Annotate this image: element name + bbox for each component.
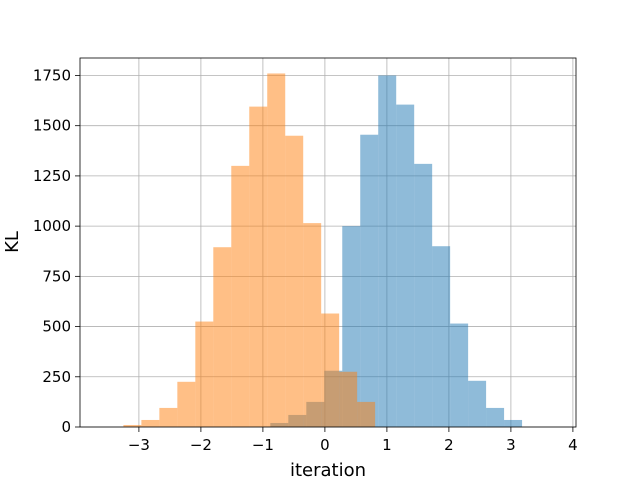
histogram-bar [468, 380, 487, 427]
histogram-bar [123, 424, 142, 427]
x-tick-label: −3 [128, 436, 150, 454]
x-tick-label: 0 [320, 436, 330, 454]
histogram-bar [177, 381, 196, 427]
x-tick-label: 1 [382, 436, 392, 454]
histogram-bar [414, 163, 433, 427]
histogram-bar [303, 223, 322, 427]
histogram-bar [141, 419, 160, 427]
y-tick-label: 1750 [33, 66, 71, 84]
histogram-bar [159, 407, 178, 427]
histogram-bar [213, 247, 232, 427]
x-tick-label: 2 [444, 436, 454, 454]
series-2 [123, 73, 376, 428]
histogram-bar [360, 134, 379, 427]
histogram-bar [450, 323, 469, 427]
histogram-bar [267, 73, 286, 427]
histogram-bar [378, 75, 397, 428]
y-tick-label: 1000 [33, 217, 71, 235]
histogram-bar [249, 106, 268, 427]
axis-ticks: −3 −2 −1 0 1 2 3 4 0 250 500 750 1000 1250 1500 1750 [33, 66, 578, 454]
y-tick-label: 750 [42, 267, 71, 285]
histogram-bar [321, 313, 340, 427]
x-tick-label: 3 [506, 436, 516, 454]
histogram-bar [285, 135, 304, 428]
histogram-bar [486, 407, 505, 427]
histogram-bar [504, 419, 523, 427]
histogram-bar [195, 321, 214, 427]
histogram-bar [432, 246, 451, 427]
y-tick-label: 1250 [33, 167, 71, 185]
histogram-bar [357, 401, 376, 427]
plot-frame [79, 57, 577, 428]
x-tick-label: −1 [252, 436, 274, 454]
y-axis-label: KL [2, 231, 23, 253]
histogram-bars [123, 73, 523, 428]
x-axis-label: iteration [290, 460, 366, 480]
histogram-bar [231, 165, 250, 427]
y-tick-label: 0 [61, 418, 71, 436]
y-tick-label: 1500 [33, 117, 71, 135]
x-tick-label: −2 [190, 436, 212, 454]
x-tick-label: 4 [568, 436, 578, 454]
histogram-bar [339, 371, 358, 427]
histogram-bar [396, 104, 415, 428]
y-tick-label: 500 [42, 318, 71, 336]
y-tick-label: 250 [42, 368, 71, 386]
